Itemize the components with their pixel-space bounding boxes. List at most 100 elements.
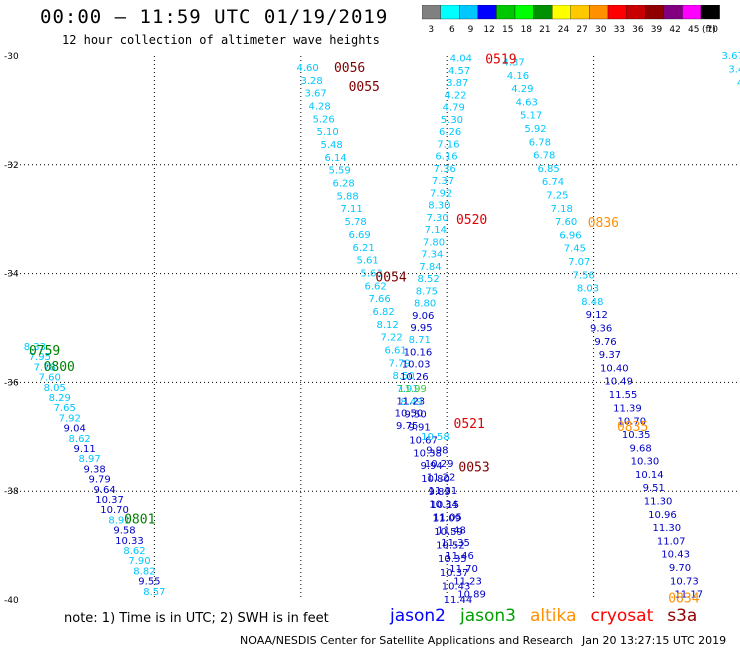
wave-height-value: 8.49 xyxy=(400,397,422,408)
wave-height-value: 6.69 xyxy=(348,230,370,241)
credit-line: NOAA/NESDIS Center for Satellite Applica… xyxy=(240,634,574,647)
wave-height-value: 7.84 xyxy=(419,262,441,273)
wave-height-value: 11.05 xyxy=(433,512,462,523)
wave-height-value: 6.21 xyxy=(352,243,374,254)
wave-height-value: 11.30 xyxy=(644,496,673,507)
wave-height-value: 10.37 xyxy=(95,495,124,506)
wave-height-value: 6.96 xyxy=(559,230,581,241)
scale-swatch xyxy=(700,5,720,20)
satellite-legend: jason2 jason3 altika cryosat s3a xyxy=(390,606,711,626)
wave-height-value: 8.29 xyxy=(49,393,71,404)
wave-height-value: 10.16 xyxy=(404,347,433,358)
wave-height-value: 11.07 xyxy=(657,536,686,547)
wave-height-value: 7.60 xyxy=(39,373,61,384)
latitude-label: -30 xyxy=(4,52,19,62)
wave-height-value: 9.36 xyxy=(590,324,612,335)
wave-height-value: 7.45 xyxy=(564,244,586,255)
scale-tick-label: 9 xyxy=(468,25,474,35)
wave-height-value: 8.12 xyxy=(376,320,398,331)
wave-height-value: 10.50 xyxy=(395,409,424,420)
wave-height-value: 8.91 xyxy=(108,515,130,526)
wave-height-value: 10.70 xyxy=(618,417,647,428)
wave-height-value: 8.62 xyxy=(123,546,145,557)
wave-height-value: 8.75 xyxy=(416,286,438,297)
wave-height-value: 11.30 xyxy=(653,523,682,534)
wave-height-value: 10.70 xyxy=(100,505,129,516)
wave-height-value: 9.76 xyxy=(594,337,616,348)
wave-height-value: 8.33 xyxy=(24,342,46,353)
legend-entry-altika: altika xyxy=(530,606,577,626)
wave-height-value: 10.35 xyxy=(438,554,467,565)
scale-tick-label: 6 xyxy=(449,25,455,35)
wave-height-value: 10.33 xyxy=(115,536,144,547)
wave-height-value: 6.61 xyxy=(384,346,406,357)
graticule xyxy=(8,56,740,600)
wave-height-value: 6.26 xyxy=(439,127,461,138)
pass-time-label: 0521 xyxy=(454,417,485,432)
wave-height-value: 9.11 xyxy=(74,444,96,455)
wave-height-value: 8.03 xyxy=(577,284,599,295)
pass-time-label: 0836 xyxy=(588,216,619,231)
legend-entry-s3a: s3a xyxy=(667,606,698,626)
wave-height-value: 7.92 xyxy=(430,188,452,199)
scale-tick-label: 15 xyxy=(502,25,513,35)
wave-height-value: 3.67 xyxy=(722,51,740,62)
pass-time-label: 0834 xyxy=(668,591,699,605)
pass-time-label: 0053 xyxy=(458,461,489,476)
scale-tick-label: 12 xyxy=(483,25,494,35)
scale-tick-label: 33 xyxy=(614,25,625,35)
track-edge-track-east: 3.67 3.4 4 xyxy=(722,51,740,89)
wave-height-value: 7.78 xyxy=(34,362,56,373)
wave-height-value: 10.40 xyxy=(600,363,629,374)
latitude-label: -36 xyxy=(4,378,19,388)
wave-height-value: 10.34 xyxy=(429,500,458,511)
wave-height-value: 9.12 xyxy=(586,310,608,321)
wave-height-value: 9.91 xyxy=(408,423,430,434)
wave-height-value: 9.70 xyxy=(669,563,691,574)
wave-height-value: 7.95 xyxy=(29,352,51,363)
wave-height-value: 8.80 xyxy=(414,299,436,310)
wave-height-value: 8.30 xyxy=(428,201,450,212)
wave-height-value: 7.80 xyxy=(423,237,445,248)
scale-tick-label: 24 xyxy=(558,25,570,35)
latitude-label: -38 xyxy=(4,487,19,497)
wave-height-value: 8.48 xyxy=(581,297,603,308)
wave-height-value: 11.39 xyxy=(613,403,642,414)
wave-height-value: 3.4 xyxy=(728,65,740,76)
scale-unit-label: (ft) xyxy=(702,25,716,35)
wave-height-value: 3.28 xyxy=(300,76,322,87)
wave-height-value: 8.82 xyxy=(133,566,155,577)
wave-height-value: 10.59 xyxy=(434,527,463,538)
track-jason2-0519-0521-south: 10.589.9810.2911.2211.3110.1511.0910.591… xyxy=(421,432,472,605)
track-altika-0834-0836: 4.37 4.16 4.29 4.63 5.17 5.92 6.78 6.78 6.85 6.74… xyxy=(502,58,703,601)
wave-height-value: 10.26 xyxy=(400,372,429,383)
wave-height-value: 9.94 xyxy=(420,461,442,472)
wave-height-value: 11.70 xyxy=(449,564,478,575)
wave-height-value: 7.91 xyxy=(396,384,418,395)
wave-height-value: 11.99 xyxy=(398,384,427,395)
wave-height-value: 4.57 xyxy=(448,66,470,77)
track-jason2-0519-0521: 4.044.573.874.22 4.795.306.267.16 6.167.36… xyxy=(395,54,472,432)
wave-height-value: 5.61 xyxy=(356,256,378,267)
wave-height-value: 9.75 xyxy=(396,421,418,432)
latitude-label: -40 xyxy=(4,596,19,605)
wave-height-value: 4.28 xyxy=(308,101,330,112)
wave-height-value: 3.87 xyxy=(446,78,468,89)
units-note: note: 1) Time is in UTC; 2) SWH is in fe… xyxy=(64,611,329,626)
wave-height-value: 8.50 xyxy=(392,371,414,382)
wave-height-value: 10.38 xyxy=(413,448,442,459)
wave-height-value: 5.78 xyxy=(344,217,366,228)
color-scale-bar: 3 6 9 12 15 18 21 24 27 30 33 36 39 42 45 70(ft) xyxy=(422,5,720,35)
map-title: 00:00 – 11:59 UTC 01/19/2019 xyxy=(40,6,389,28)
legend-entry-jason2: jason2 xyxy=(390,606,446,626)
wave-height-value: 9.89 xyxy=(428,487,450,498)
wave-height-value: 6.85 xyxy=(537,164,559,175)
wave-height-value: 9.95 xyxy=(410,323,432,334)
wave-height-value: 4 xyxy=(737,78,740,89)
wave-height-value: 4.04 xyxy=(450,54,472,65)
scale-tick-label: 30 xyxy=(595,25,607,35)
wave-height-value: 4.16 xyxy=(507,71,529,82)
wave-height-value: 7.22 xyxy=(380,333,402,344)
wave-height-value: 7.60 xyxy=(555,217,577,228)
wave-height-value: 4.79 xyxy=(443,103,465,114)
